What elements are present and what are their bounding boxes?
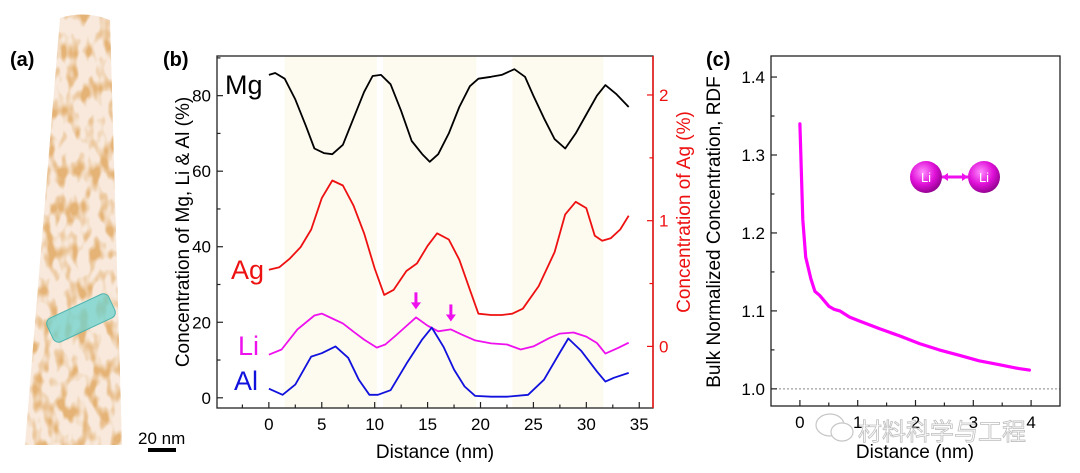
li-atom-right [968, 161, 1000, 193]
x-tick-label-b: 5 [317, 415, 326, 434]
x-tick-label-b: 15 [418, 415, 437, 434]
y-right-tick-label-b: 2 [659, 86, 668, 105]
x-axis-title-c: Distance (nm) [856, 442, 974, 463]
watermark: 材料科学与工程 [815, 413, 1026, 446]
series-label-mg: Mg [225, 70, 263, 100]
series-group-c [798, 122, 1032, 372]
series-line-li [268, 312, 630, 356]
y-tick-label-b: 20 [192, 313, 211, 332]
panel-c: (c) 0 1 2 3 4 1.0 1.1 1.2 1.3 1.4 Distance (nm) B… [704, 49, 1061, 463]
series-label-ag: Ag [231, 255, 264, 285]
x-tick-label-b: 10 [365, 415, 384, 434]
x-tick-label-b: 25 [524, 415, 543, 434]
series-line-rdf [798, 122, 1032, 372]
panel-a: (a) 20 nm [10, 14, 185, 452]
series-line-ag [268, 179, 630, 316]
panel-label-b: (b) [163, 49, 189, 71]
region-of-interest-cylinder [46, 293, 116, 343]
y-right-tick-label-b: 0 [659, 337, 668, 356]
y-tick-label-c: 1.3 [741, 146, 765, 165]
watermark-text: 材料科学与工程 [858, 418, 1026, 446]
y-tick-label-b: 40 [192, 238, 211, 257]
x-tick-label-b: 20 [471, 415, 490, 434]
li-atom-left [910, 161, 942, 193]
shaded-band-1 [383, 56, 477, 408]
plot-frame-c [770, 55, 1061, 407]
y-right-tick-label-b: 1 [659, 212, 668, 231]
y-tick-label-b: 0 [202, 389, 211, 408]
arrow-group [410, 292, 456, 322]
scale-bar [148, 448, 176, 452]
shaded-band-2 [512, 56, 604, 408]
y-tick-label-c: 1.1 [741, 302, 765, 321]
series-line-mg [268, 68, 630, 163]
series-label-al: Al [234, 366, 258, 396]
y-tick-label-c: 1.2 [741, 224, 765, 243]
y-tick-label-c: 1.4 [741, 68, 765, 87]
x-tick-label-b: 30 [577, 415, 596, 434]
panel-label-a: (a) [10, 49, 34, 71]
arrow-marker-1 [445, 304, 456, 322]
li-atom-left-label: Li [921, 170, 931, 185]
y-tick-label-b: 80 [192, 87, 211, 106]
y-axis-title-b: Concentration of Mg, Li & Al (%) [173, 97, 194, 367]
li-li-pair-inset: Li Li [910, 161, 1000, 193]
bond-arrowheads [942, 173, 968, 181]
x-tick-label-b: 0 [264, 415, 273, 434]
series-group [268, 68, 630, 398]
shaded-bands [284, 56, 604, 408]
panel-label-c: (c) [706, 49, 730, 71]
li-atom-right-label: Li [979, 170, 989, 185]
x-tick-label-c: 3 [969, 413, 978, 432]
axes-b: 0 5 10 15 20 25 30 35 0 20 40 60 80 0 1 2 [192, 57, 668, 434]
atom-probe-tip-image [25, 14, 122, 445]
scale-bar-label: 20 nm [138, 429, 185, 448]
y-tick-label-c: 1.0 [741, 380, 765, 399]
y-tick-label-b: 60 [192, 162, 211, 181]
y-axis-title-c: Bulk Normalized Concentration, RDF [704, 76, 725, 388]
x-tick-label-c: 1 [853, 413, 862, 432]
axes-c: 0 1 2 3 4 1.0 1.1 1.2 1.3 1.4 [741, 68, 1035, 432]
arrow-marker-0 [410, 292, 421, 310]
x-tick-label-c: 4 [1026, 413, 1035, 432]
series-label-li: Li [238, 331, 259, 361]
y-right-axis-title-b: Concentration of Ag (%) [674, 111, 695, 313]
series-line-al [268, 326, 629, 398]
x-tick-label-b: 35 [630, 415, 649, 434]
x-tick-label-c: 0 [795, 413, 804, 432]
x-axis-title-b: Distance (nm) [376, 442, 494, 463]
x-tick-label-c: 2 [911, 413, 920, 432]
panel-b: (b) 0 5 10 15 20 25 30 35 0 20 40 60 80 0 1 2 Distance … [163, 49, 695, 463]
